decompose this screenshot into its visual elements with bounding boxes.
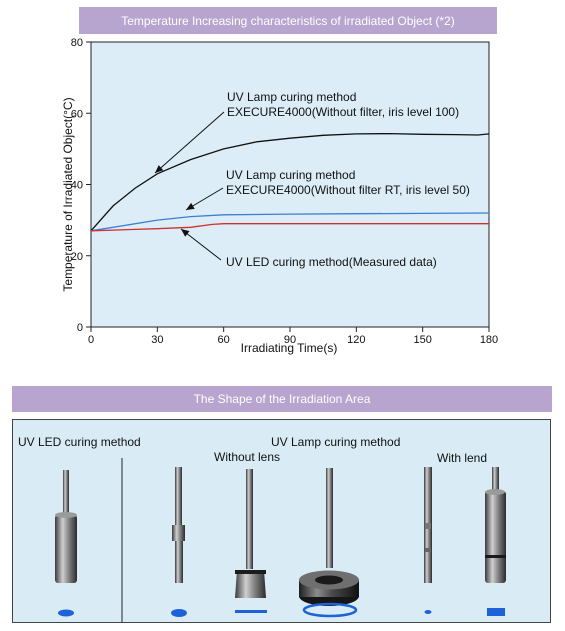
series-line-3 bbox=[90, 223, 489, 232]
y-tick-label: 20 bbox=[71, 251, 83, 263]
without-lens-label: Without lens bbox=[214, 450, 281, 464]
x-tick-label: 60 bbox=[218, 334, 230, 346]
x-tick-label: 90 bbox=[284, 334, 296, 346]
lamp-method-label: UV Lamp curing method bbox=[271, 435, 401, 449]
lamp-probe-lens-thin-icon bbox=[424, 467, 432, 583]
y-tick-label: 60 bbox=[71, 108, 83, 120]
y-axis-label: Temperature of Irradiated Object(°C) bbox=[61, 97, 75, 291]
section-title: The Shape of the Irradiation Area bbox=[193, 392, 371, 406]
lamp-probe-thin-icon bbox=[172, 467, 185, 583]
annotation-text-2: EXECURE4000(Without filter RT, iris leve… bbox=[226, 183, 470, 197]
annotation-arrowhead-3 bbox=[181, 229, 190, 237]
temperature-chart: 0 20 40 60 80 0 30 60 90 120 150 180 Irradiating Tim… bbox=[61, 37, 498, 355]
chart-title: Temperature Increasing characteristics o… bbox=[121, 13, 455, 28]
lamp-probe-lens-thick-icon bbox=[485, 467, 506, 583]
x-axis-label: Irradiating Time(s) bbox=[241, 341, 338, 355]
annotation-text-1: UV Lamp curing method bbox=[227, 90, 356, 104]
lamp-probe-flat-icon bbox=[235, 469, 266, 598]
annotation-arrow-1 bbox=[154, 111, 225, 174]
x-tick-label: 180 bbox=[480, 334, 498, 346]
y-tick-label: 80 bbox=[71, 37, 83, 49]
irradiation-area-panel: UV LED curing method UV Lamp curing meth… bbox=[12, 419, 551, 623]
series-line-2 bbox=[90, 212, 490, 232]
lamp-probe-ring-icon bbox=[299, 468, 359, 606]
annotation-text-2: UV Lamp curing method bbox=[226, 168, 355, 182]
annotation-arrow-3 bbox=[180, 228, 222, 261]
annotation-arrowhead-1 bbox=[155, 165, 164, 173]
x-tick-label: 150 bbox=[413, 334, 431, 346]
plot-area bbox=[90, 41, 490, 328]
annotation-arrowhead-2 bbox=[186, 202, 195, 210]
x-tick-label: 0 bbox=[88, 334, 94, 346]
irradiation-illustration bbox=[55, 458, 506, 622]
y-tick-label: 40 bbox=[71, 180, 83, 192]
series-line-1 bbox=[90, 132, 490, 232]
x-tick-label: 120 bbox=[347, 334, 365, 346]
annotation-text-3: UV LED curing method(Measured data) bbox=[226, 255, 437, 269]
section-title-bar: The Shape of the Irradiation Area bbox=[12, 386, 552, 412]
y-tick-label: 0 bbox=[77, 322, 83, 334]
annotation-text-1: EXECURE4000(Without filter, iris level 1… bbox=[227, 105, 459, 119]
led-method-label: UV LED curing method bbox=[18, 435, 141, 449]
lamp-spot-round-icon bbox=[171, 609, 187, 617]
led-spot-icon bbox=[58, 609, 74, 617]
chart-title-bar: Temperature Increasing characteristics o… bbox=[79, 7, 497, 34]
lamp-spot-line-icon bbox=[235, 610, 267, 613]
with-lens-label: With lend bbox=[437, 451, 488, 465]
lamp-spot-small-icon bbox=[424, 610, 432, 614]
led-probe-icon bbox=[55, 470, 77, 583]
lamp-spot-square-icon bbox=[487, 608, 505, 616]
lamp-spot-ring-icon bbox=[302, 602, 358, 618]
x-tick-label: 30 bbox=[151, 334, 163, 346]
